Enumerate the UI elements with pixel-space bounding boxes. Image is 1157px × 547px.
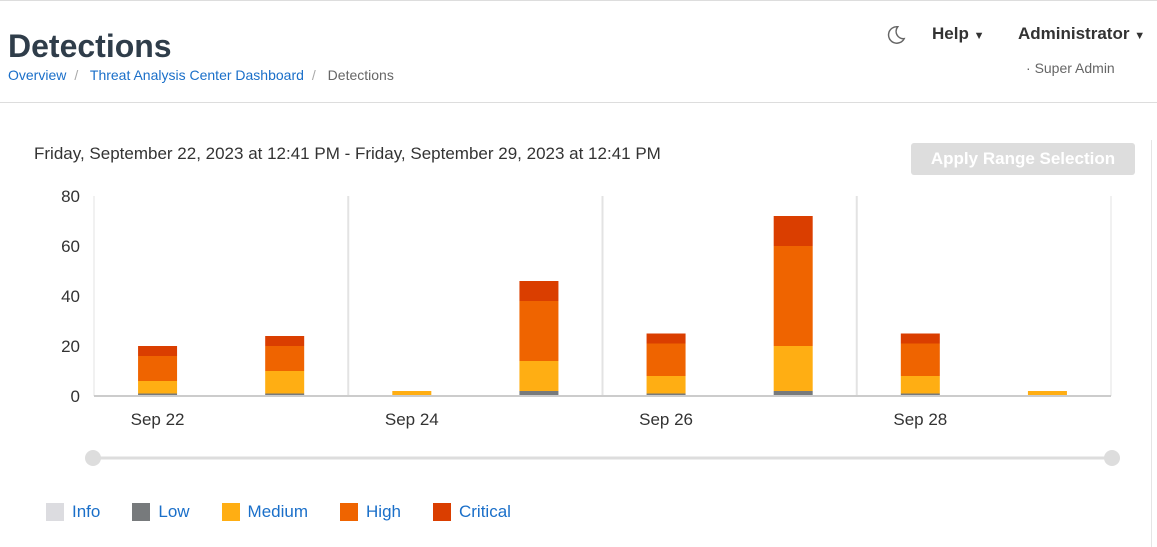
bar-medium[interactable] <box>519 361 559 391</box>
breadcrumb-overview[interactable]: Overview <box>8 67 67 83</box>
bar-high[interactable] <box>900 343 940 377</box>
moon-icon[interactable] <box>884 24 906 46</box>
page-title: Detections <box>8 28 172 64</box>
bar-medium[interactable] <box>773 346 813 391</box>
legend-item-medium[interactable]: Medium <box>221 502 309 522</box>
bar-critical[interactable] <box>138 346 178 356</box>
bar-medium[interactable] <box>1027 391 1067 396</box>
legend-label: Low <box>158 502 190 521</box>
chart-legend: Info Low Medium High Critical <box>46 502 543 522</box>
bar-high[interactable] <box>265 346 305 371</box>
bar-low[interactable] <box>138 393 178 397</box>
x-tick-label: Sep 24 <box>385 410 439 429</box>
range-slider-end-handle[interactable] <box>1104 450 1120 466</box>
legend-swatch <box>46 503 64 521</box>
legend-label: High <box>366 502 401 521</box>
y-tick-label: 0 <box>71 387 80 406</box>
bar-critical[interactable] <box>773 216 813 246</box>
bar-critical[interactable] <box>646 333 686 344</box>
legend-swatch <box>432 503 451 521</box>
bar-medium[interactable] <box>138 381 178 394</box>
legend-item-high[interactable]: High <box>340 502 401 522</box>
help-menu[interactable]: Help ▼ <box>932 24 985 43</box>
breadcrumb: Overview / Threat Analysis Center Dashboa… <box>8 67 394 83</box>
caret-down-icon: ▼ <box>1134 30 1146 42</box>
apply-range-button[interactable]: Apply Range Selection <box>911 143 1135 175</box>
bar-low[interactable] <box>646 393 686 397</box>
bar-high[interactable] <box>646 343 686 377</box>
legend-swatch <box>221 503 240 521</box>
bar-medium[interactable] <box>900 376 940 394</box>
bar-low[interactable] <box>265 393 305 397</box>
bar-low[interactable] <box>519 391 559 396</box>
x-tick-label: Sep 22 <box>131 410 185 429</box>
bar-medium[interactable] <box>392 391 432 396</box>
range-slider-start-handle[interactable] <box>85 450 101 466</box>
breadcrumb-dashboard[interactable]: Threat Analysis Center Dashboard <box>89 67 304 83</box>
y-tick-label: 40 <box>61 287 80 306</box>
bar-high[interactable] <box>773 246 813 346</box>
legend-item-low[interactable]: Low <box>132 502 190 522</box>
legend-swatch <box>340 503 359 521</box>
bar-low[interactable] <box>900 393 940 397</box>
top-border <box>0 0 1157 1</box>
user-role: · Super Admin <box>1026 60 1115 76</box>
bar-high[interactable] <box>519 301 559 361</box>
x-tick-label: Sep 28 <box>893 410 947 429</box>
date-range: Friday, September 22, 2023 at 12:41 PM -… <box>34 144 661 163</box>
legend-swatch <box>132 503 151 521</box>
legend-label: Medium <box>247 502 309 521</box>
y-tick-label: 20 <box>61 337 80 356</box>
breadcrumb-current: Detections <box>327 67 394 83</box>
caret-down-icon: ▼ <box>973 30 985 42</box>
bar-critical[interactable] <box>900 333 940 344</box>
y-tick-label: 80 <box>61 187 80 206</box>
bar-medium[interactable] <box>265 371 305 394</box>
legend-item-info[interactable]: Info <box>46 502 100 522</box>
bar-critical[interactable] <box>519 281 559 301</box>
detections-chart: 0 20 40 60 80 Sep 22 Sep 24 Sep 26 Sep 28 <box>61 187 1120 466</box>
bar-low[interactable] <box>773 391 813 396</box>
panel-border <box>1151 140 1152 547</box>
legend-label: Critical <box>458 502 511 521</box>
bar-medium[interactable] <box>646 376 686 394</box>
legend-item-critical[interactable]: Critical <box>432 502 511 522</box>
bar-critical[interactable] <box>265 336 305 346</box>
bar-high[interactable] <box>138 356 178 381</box>
header-divider <box>0 102 1157 103</box>
legend-label: Info <box>72 502 101 521</box>
y-tick-label: 60 <box>61 237 80 256</box>
user-menu[interactable]: Administrator ▼ <box>1018 24 1146 43</box>
x-tick-label: Sep 26 <box>639 410 693 429</box>
